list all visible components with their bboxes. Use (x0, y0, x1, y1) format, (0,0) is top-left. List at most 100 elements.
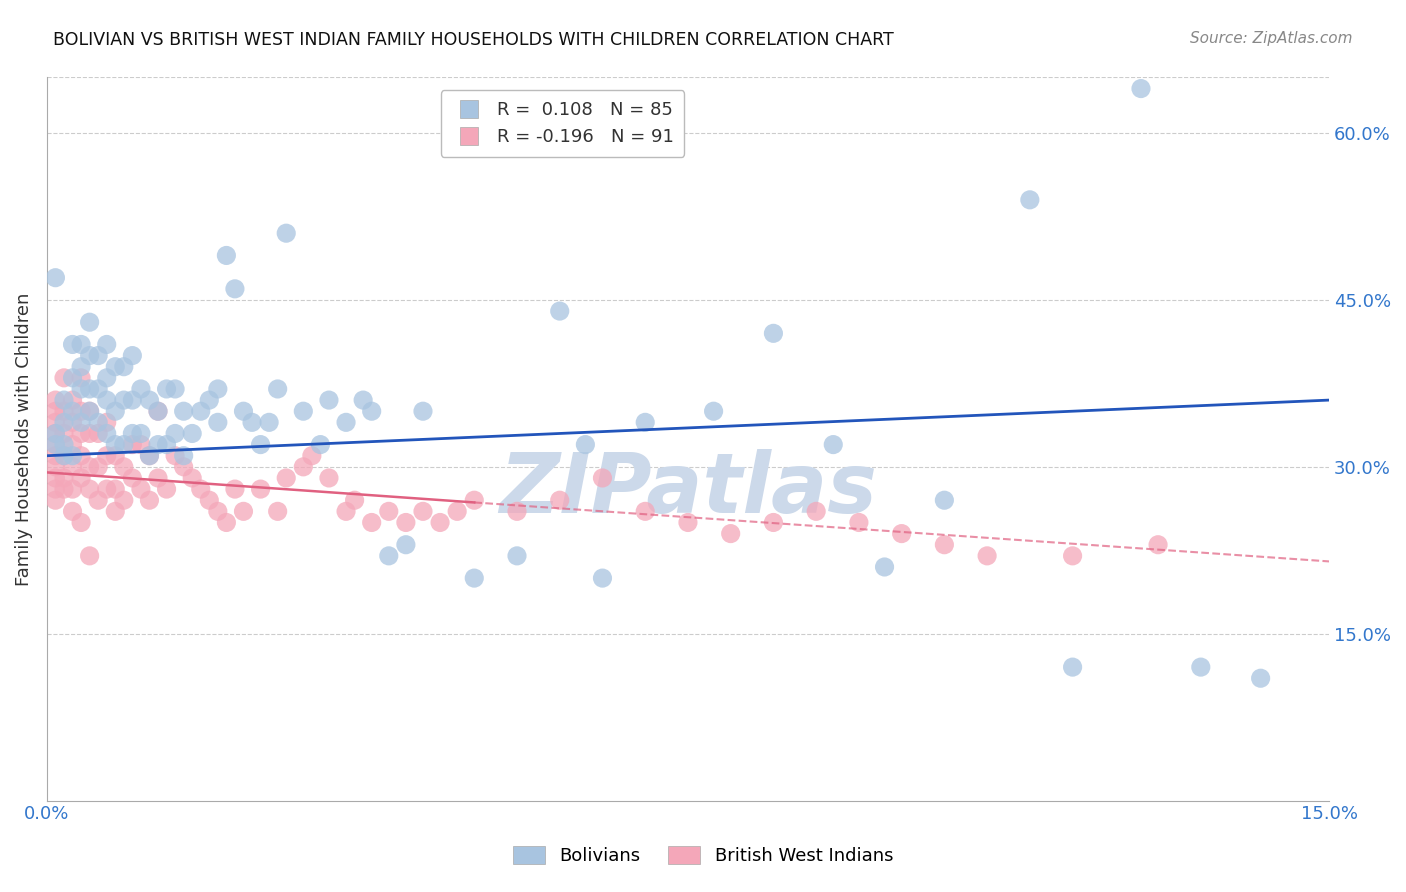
Point (112, 393, 135, 408)
Point (104, 504, 127, 518)
Point (1147, 538, 1170, 552)
Point (762, 516, 785, 530)
Point (848, 516, 870, 530)
Point (592, 471, 614, 485)
Point (823, 437, 845, 451)
Point (215, 248, 238, 262)
Point (232, 504, 254, 518)
Point (70, 449, 93, 463)
Point (634, 504, 657, 518)
Point (96, 393, 118, 408)
Text: ZIPatlas: ZIPatlas (499, 450, 877, 530)
Point (146, 404, 169, 418)
Point (104, 404, 127, 418)
Point (87, 382, 110, 396)
Point (318, 393, 340, 408)
Point (224, 282, 246, 296)
Point (112, 493, 135, 508)
Text: BOLIVIAN VS BRITISH WEST INDIAN FAMILY HOUSEHOLDS WITH CHILDREN CORRELATION CHAR: BOLIVIAN VS BRITISH WEST INDIAN FAMILY H… (53, 31, 894, 49)
Point (890, 526, 912, 541)
Point (146, 471, 169, 485)
Point (301, 449, 323, 463)
Point (79, 315, 101, 329)
Point (146, 404, 169, 418)
Point (44, 393, 66, 408)
Point (129, 482, 152, 496)
Point (79, 459, 101, 474)
Point (146, 437, 169, 451)
Point (104, 359, 127, 374)
Point (1062, 660, 1084, 674)
Point (360, 516, 382, 530)
Point (70, 415, 93, 429)
Point (976, 549, 998, 563)
Point (173, 459, 195, 474)
Point (804, 504, 827, 518)
Point (412, 404, 434, 418)
Point (104, 482, 127, 496)
Point (165, 449, 187, 463)
Point (96, 426, 118, 441)
Point (309, 437, 332, 451)
Point (44, 426, 66, 441)
Point (79, 382, 101, 396)
Point (121, 426, 143, 441)
Point (121, 471, 143, 485)
Point (165, 426, 187, 441)
Point (506, 504, 529, 518)
Point (155, 382, 177, 396)
Point (446, 504, 468, 518)
Point (96, 337, 118, 351)
Point (266, 382, 288, 396)
Point (62, 459, 84, 474)
Point (207, 382, 229, 396)
Point (240, 415, 263, 429)
Point (198, 493, 221, 508)
Point (96, 415, 118, 429)
Point (53, 449, 76, 463)
Point (173, 449, 195, 463)
Point (1189, 660, 1212, 674)
Point (249, 437, 271, 451)
Point (129, 437, 152, 451)
Point (70, 516, 93, 530)
Point (155, 482, 177, 496)
Point (62, 415, 84, 429)
Point (44, 437, 66, 451)
Point (762, 326, 785, 341)
Point (44, 270, 66, 285)
Point (79, 404, 101, 418)
Point (138, 493, 160, 508)
Point (181, 471, 204, 485)
Point (1018, 193, 1040, 207)
Point (62, 371, 84, 385)
Point (224, 482, 246, 496)
Point (318, 471, 340, 485)
Point (292, 459, 315, 474)
Point (155, 437, 177, 451)
Point (181, 426, 204, 441)
Point (44, 415, 66, 429)
Legend: R =  0.108   N = 85, R = -0.196   N = 91: R = 0.108 N = 85, R = -0.196 N = 91 (440, 90, 685, 157)
Point (53, 415, 76, 429)
Point (112, 459, 135, 474)
Point (53, 371, 76, 385)
Point (335, 415, 357, 429)
Point (138, 449, 160, 463)
Point (70, 404, 93, 418)
Point (53, 426, 76, 441)
Point (96, 449, 118, 463)
Point (112, 437, 135, 451)
Point (276, 471, 298, 485)
Point (70, 426, 93, 441)
Point (1062, 549, 1084, 563)
Legend: Bolivians, British West Indians: Bolivians, British West Indians (503, 837, 903, 874)
Point (703, 404, 725, 418)
Point (720, 526, 742, 541)
Point (592, 571, 614, 585)
Point (53, 393, 76, 408)
Point (548, 304, 571, 318)
Point (96, 482, 118, 496)
Point (215, 516, 238, 530)
Point (79, 549, 101, 563)
